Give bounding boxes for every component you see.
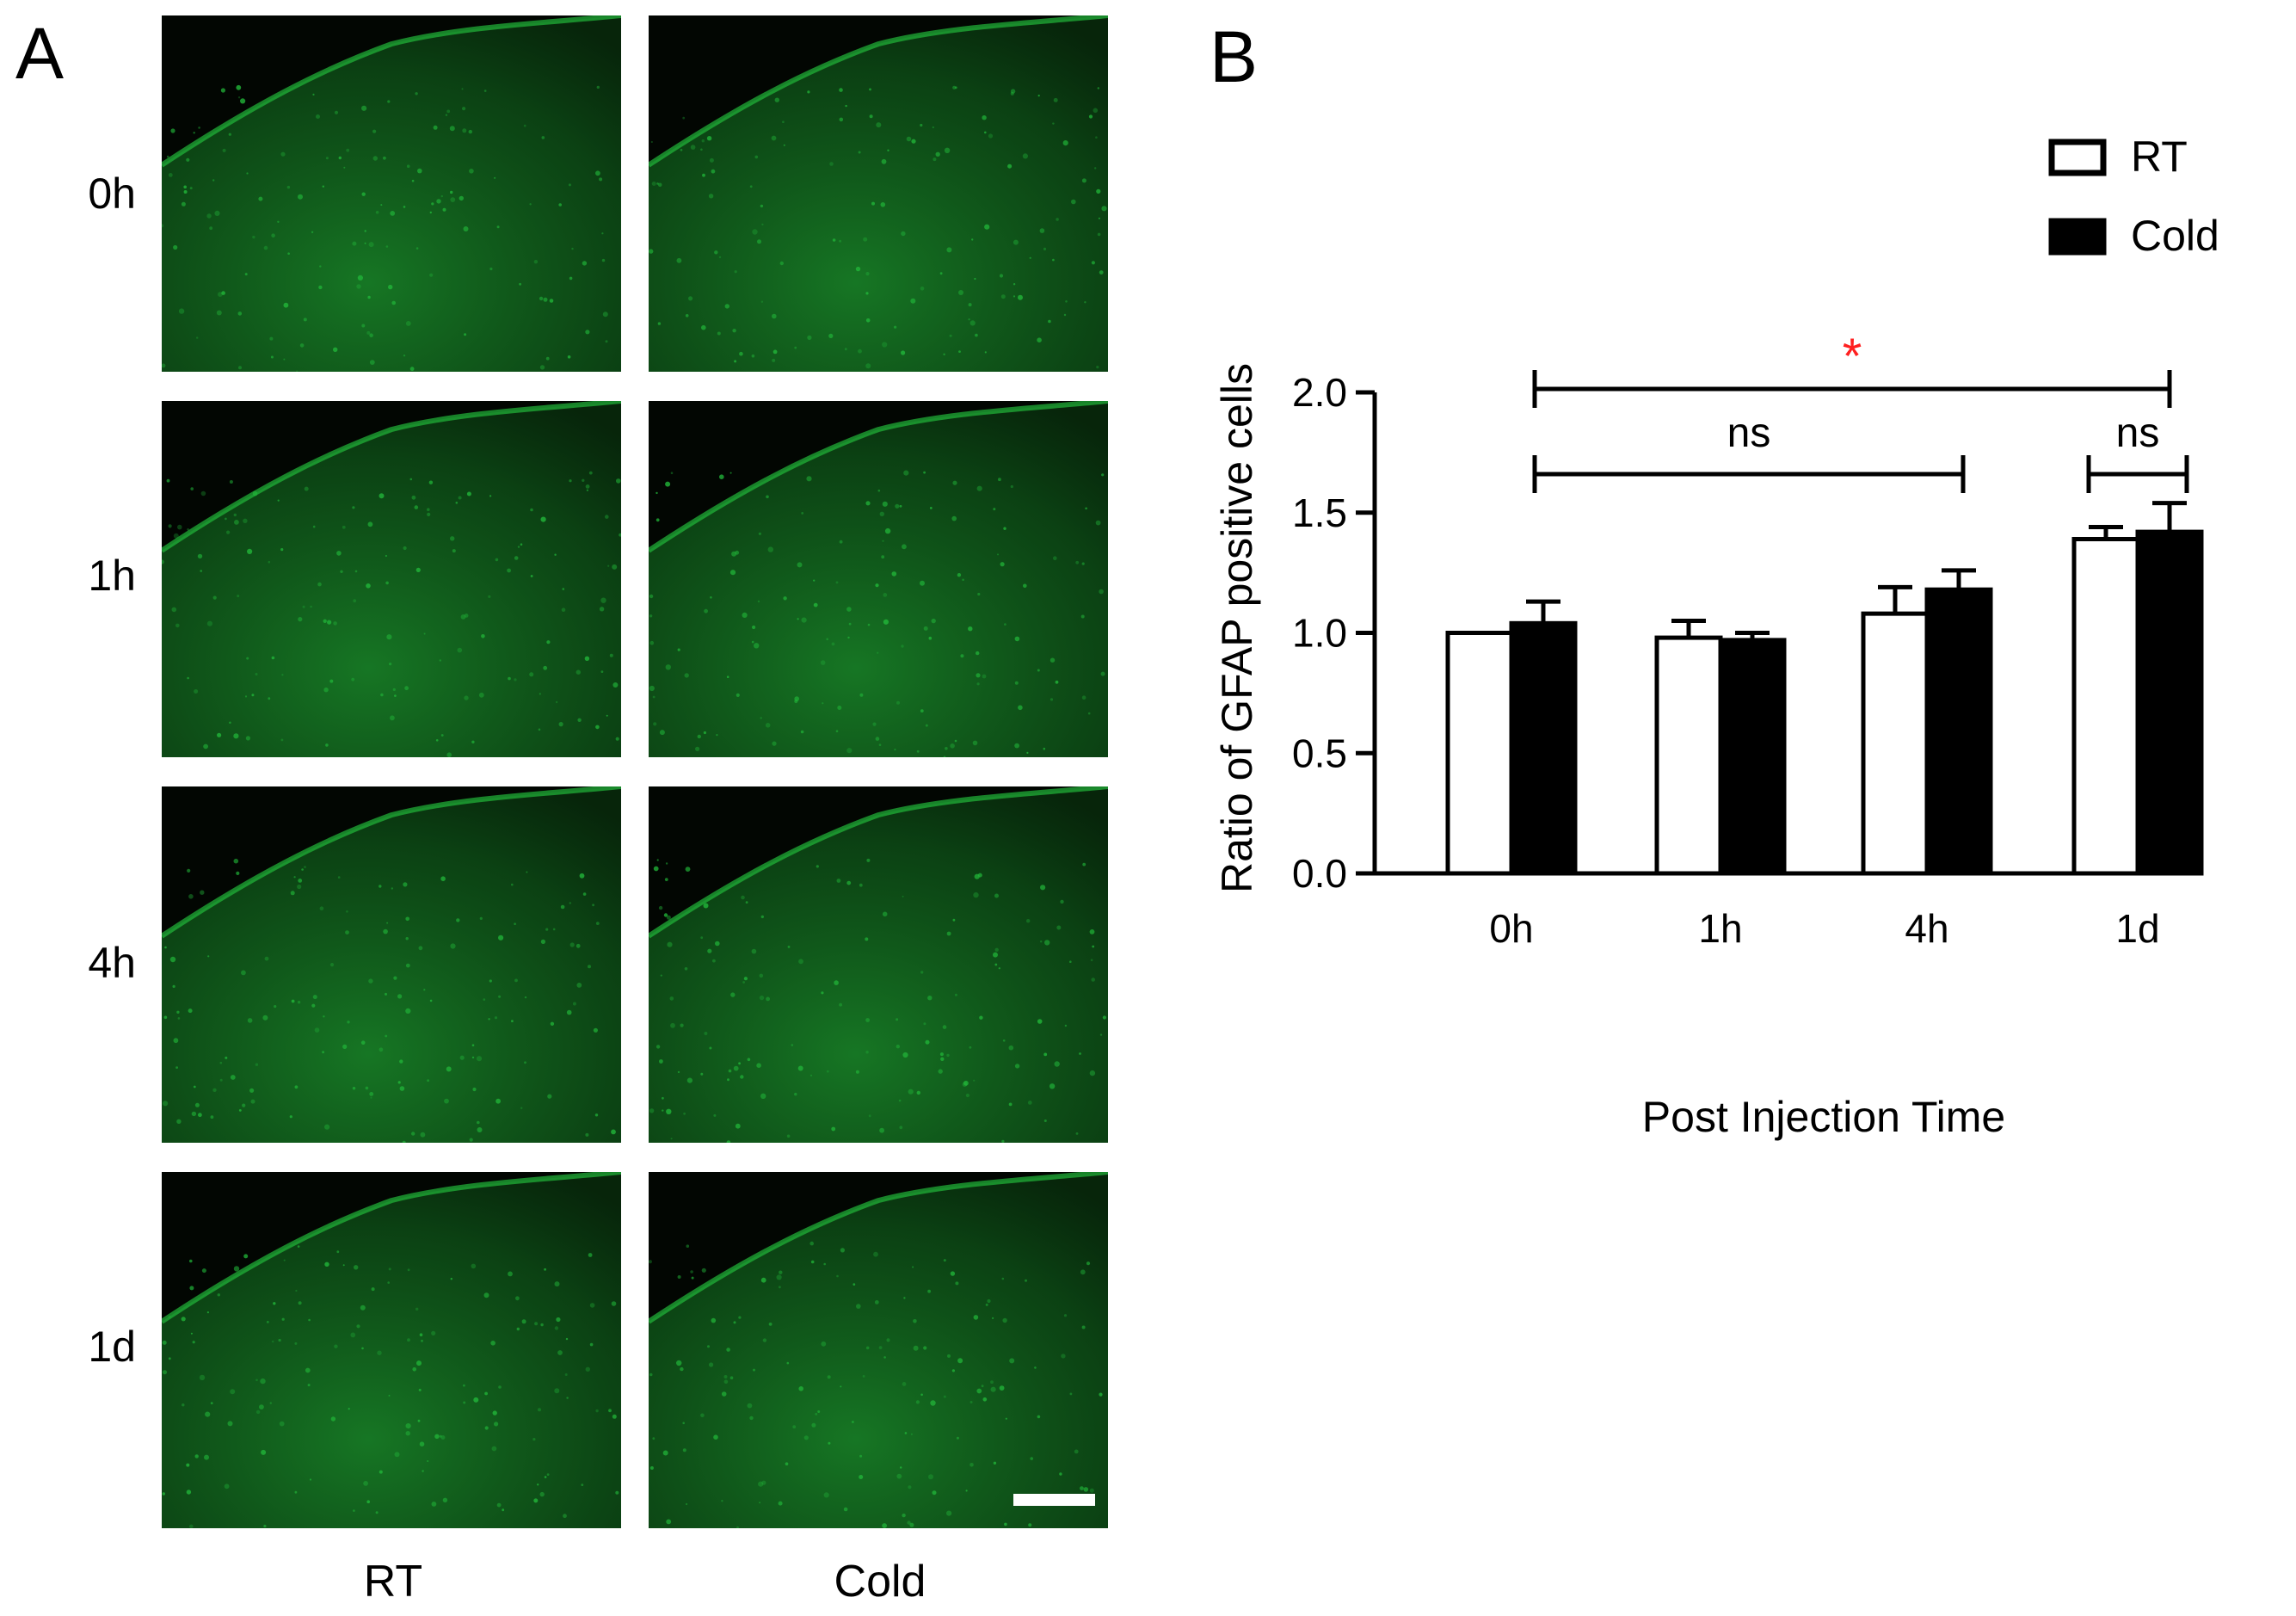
y-tick-label: 2.0	[1292, 370, 1347, 415]
bar-rt-4h	[1861, 611, 1930, 876]
chart-axes: 0.0 0.5 1.0 1.5 2.0 0h 1h 4h 1d	[1292, 370, 2199, 951]
significance-star: *	[1843, 329, 1862, 385]
chart-bars	[1445, 501, 2204, 876]
chart-legend: RT Cold	[2048, 133, 2219, 260]
micrograph-1d-rt	[162, 1172, 621, 1528]
bar-chart: 0.0 0.5 1.0 1.5 2.0 0h 1h 4h 1d * ns ns RT Cold Rat…	[1213, 133, 2219, 1141]
y-tick-label: 0.0	[1292, 851, 1347, 896]
bar-rt-0h	[1445, 631, 1514, 876]
micrograph-4h-rt	[162, 786, 621, 1143]
x-tick-label: 1h	[1698, 906, 1742, 951]
significance-ns: ns	[1727, 410, 1771, 456]
bar-rt-1h	[1654, 635, 1723, 876]
col-label-rt: RT	[363, 1557, 423, 1607]
bar-cold-1d	[2135, 529, 2204, 876]
panel-b-label: B	[1210, 16, 1259, 97]
bar-rt-1d	[2071, 536, 2140, 876]
y-tick-label: 1.5	[1292, 490, 1347, 535]
significance-brackets: * ns ns	[1532, 329, 2189, 494]
legend-swatch-rt	[2048, 139, 2107, 176]
bar-cold-0h	[1509, 620, 1578, 876]
micrograph-1h-rt	[162, 401, 621, 757]
legend-label-cold: Cold	[2131, 212, 2219, 260]
bar-cold-4h	[1924, 587, 1993, 876]
col-label-cold: Cold	[834, 1557, 926, 1607]
legend-swatch-cold	[2048, 218, 2107, 256]
bar-cold-1h	[1718, 638, 1787, 876]
row-label-0h: 0h	[88, 170, 136, 218]
micrograph-0h-cold	[649, 15, 1108, 372]
micrograph-4h-cold	[649, 786, 1108, 1143]
row-label-1d: 1d	[88, 1323, 136, 1371]
x-tick-label: 4h	[1905, 906, 1948, 951]
micrograph-1h-cold	[649, 401, 1108, 757]
significance-ns: ns	[2116, 410, 2160, 456]
y-tick-label: 1.0	[1292, 611, 1347, 656]
x-axis-label: Post Injection Time	[1642, 1093, 2005, 1141]
y-tick-label: 0.5	[1292, 731, 1347, 775]
panel-a-label: A	[15, 13, 65, 94]
row-label-4h: 4h	[88, 939, 136, 987]
x-tick-label: 1d	[2115, 906, 2159, 951]
row-label-1h: 1h	[88, 552, 136, 600]
x-tick-label: 0h	[1489, 906, 1533, 951]
y-axis-label: Ratio of GFAP positive cells	[1213, 363, 1261, 893]
micrograph-0h-rt	[162, 15, 621, 372]
legend-label-rt: RT	[2131, 133, 2188, 181]
micrograph-1d-cold	[649, 1172, 1108, 1528]
